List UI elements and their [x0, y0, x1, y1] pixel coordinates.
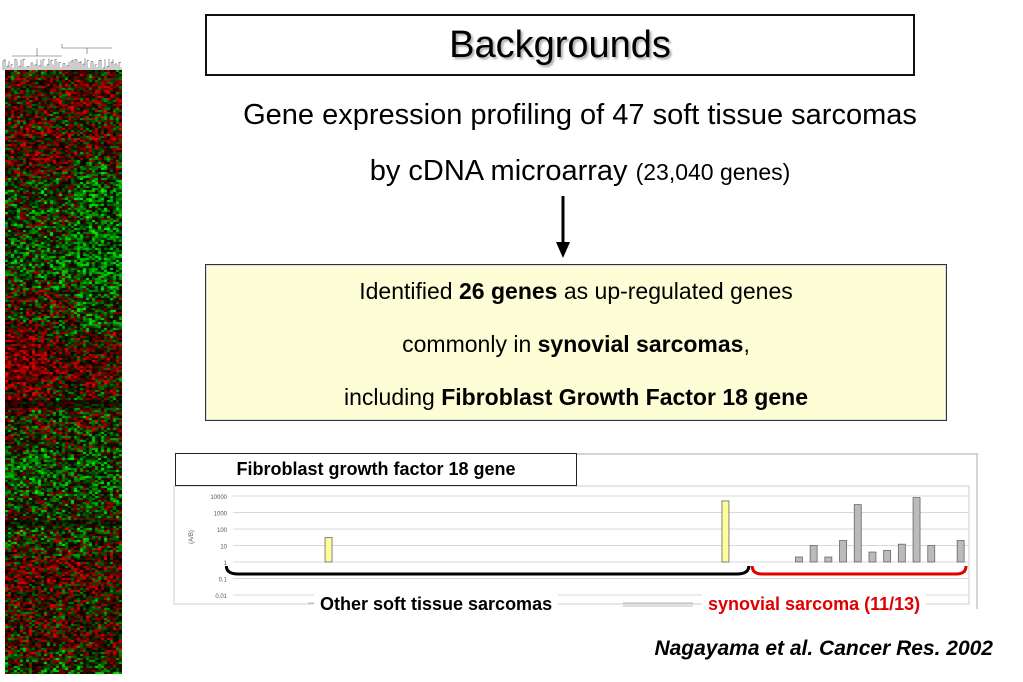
- brace-other-sarcomas: [224, 565, 751, 576]
- finding-row-1: Identified 26 genes as up-regulated gene…: [206, 265, 946, 318]
- subtitle-line-2-main: by cDNA microarray: [369, 155, 628, 187]
- dendrogram-branches: [2, 44, 122, 70]
- chart-bar: [839, 540, 847, 563]
- finding-text: commonly in: [402, 331, 538, 357]
- subtitle-line-2: by cDNA microarray (23,040 genes): [140, 155, 1020, 188]
- heatmap-image: [5, 70, 122, 674]
- finding-bold: synovial sarcomas: [537, 331, 744, 357]
- group-label-other: Other soft tissue sarcomas: [314, 594, 559, 615]
- finding-bold: Fibroblast Growth Factor 18 gene: [441, 384, 808, 410]
- chart-bar: [824, 556, 833, 563]
- dendrogram: [2, 44, 122, 70]
- finding-text: ,: [743, 331, 750, 357]
- chart-tick-label: 10: [220, 545, 227, 551]
- chart-bar: [956, 540, 965, 563]
- chart-bar: [883, 550, 892, 563]
- citation: Nagayama et al. Cancer Res. 2002: [654, 637, 993, 660]
- down-arrow-icon: [556, 196, 570, 258]
- chart-bar: [795, 556, 803, 563]
- finding-row-2: commonly in synovial sarcomas,: [206, 318, 946, 371]
- brace-synovial-sarcoma: [750, 565, 968, 576]
- chart-tick-label: 0.01: [215, 594, 227, 600]
- chart-bar: [809, 545, 818, 563]
- title-box: Backgrounds: [205, 14, 915, 76]
- finding-text: Identified: [359, 278, 459, 304]
- chart-title: Fibroblast growth factor 18 gene: [175, 453, 577, 486]
- chart-bar: [324, 537, 333, 563]
- group-label-synovial: synovial sarcoma (11/13): [702, 594, 927, 615]
- finding-bold: 26 genes: [459, 278, 558, 304]
- finding-box: Identified 26 genes as up-regulated gene…: [205, 264, 947, 421]
- chart-bar: [868, 551, 877, 563]
- chart-tick-label: 1: [224, 561, 228, 567]
- finding-row-3: including Fibroblast Growth Factor 18 ge…: [206, 371, 946, 424]
- finding-text: as up-regulated genes: [557, 278, 793, 304]
- chart-y-label: (A/B): [189, 530, 195, 544]
- chart-bar: [912, 497, 921, 563]
- chart-bar: [897, 543, 906, 563]
- chart-tick-label: 0.1: [219, 578, 228, 584]
- chart-bar: [853, 504, 862, 563]
- chart-tick-label: 10000: [210, 495, 227, 501]
- chart-bar: [721, 500, 730, 563]
- chart-bar: [927, 545, 936, 563]
- subtitle-line-1: Gene expression profiling of 47 soft tis…: [243, 99, 917, 131]
- gene-count: (23,040 genes): [635, 159, 791, 185]
- microarray-heatmap: [2, 42, 122, 674]
- chart-tick-label: 1000: [214, 512, 228, 518]
- finding-text: including: [344, 384, 442, 410]
- slide-title: Backgrounds: [449, 23, 671, 66]
- chart-tick-label: 100: [217, 528, 228, 534]
- fgf18-chart: 10000 1000 100 10 1 0.1 0.01 (A/B) Fibroblast g…: [173, 453, 978, 609]
- chart-canvas: 10000 1000 100 10 1 0.1 0.01 (A/B): [173, 453, 978, 609]
